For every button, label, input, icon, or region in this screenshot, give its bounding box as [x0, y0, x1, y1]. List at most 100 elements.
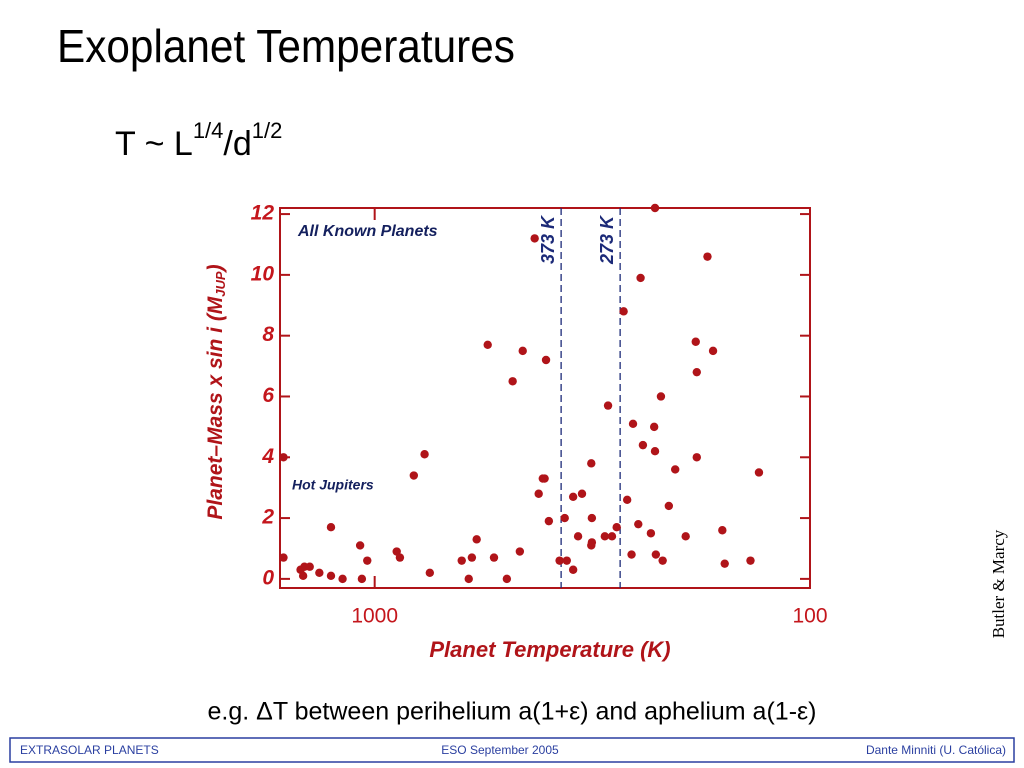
data-point — [587, 459, 596, 468]
footer-left: EXTRASOLAR PLANETS — [20, 743, 159, 757]
data-point — [703, 252, 712, 261]
formula-base: T ~ L — [115, 125, 193, 163]
data-point — [464, 574, 473, 584]
data-point — [395, 553, 405, 562]
data-point — [363, 556, 372, 565]
annotation: Hot Jupiters — [292, 477, 374, 493]
y-tick-label: 12 — [251, 202, 275, 225]
y-axis-label: Planet–Mass x sin i (MJUP) — [204, 264, 229, 519]
data-point — [409, 471, 419, 480]
y-tick-label: 6 — [262, 384, 274, 407]
data-point — [692, 453, 701, 462]
data-point — [720, 559, 729, 568]
data-point — [326, 571, 336, 581]
reference-line-label: 273 K — [597, 214, 617, 265]
data-point — [718, 526, 727, 535]
data-point — [708, 346, 718, 356]
data-point — [483, 340, 492, 349]
data-point — [541, 355, 551, 365]
data-point — [607, 532, 617, 541]
y-tick-label: 8 — [262, 323, 274, 346]
data-point — [279, 453, 288, 462]
formula: T ~ L1/4/d1/2 — [115, 118, 282, 163]
data-point — [315, 568, 324, 577]
footer-center: ESO September 2005 — [441, 743, 559, 757]
slide-title: Exoplanet Temperatures — [57, 22, 515, 73]
chart: 0 2 4 6 8 10 12 1000 100 Planet Temperature (K) Pl… — [204, 202, 828, 662]
data-point — [568, 565, 578, 574]
data-point — [355, 541, 365, 550]
data-point — [425, 568, 435, 577]
reference-line-label: 373 K — [538, 214, 558, 264]
formula-exp: 1/4 — [193, 118, 224, 143]
data-point — [746, 556, 755, 565]
data-point — [650, 203, 660, 213]
y-axis-label-sub: JUP — [213, 271, 228, 297]
data-point — [518, 346, 527, 356]
data-point — [467, 553, 477, 562]
data-point — [634, 519, 643, 529]
data-point — [540, 474, 549, 483]
data-point — [338, 574, 347, 584]
data-point — [573, 532, 583, 541]
plot-frame — [279, 207, 811, 589]
y-tick-label: 2 — [261, 506, 274, 529]
data-point — [560, 513, 569, 523]
formula-mid: /d — [223, 125, 251, 163]
y-tick-label: 10 — [251, 262, 275, 285]
caption: e.g. ΔT between perihelium a(1+ε) and ap… — [208, 698, 817, 726]
annotation: All Known Planets — [297, 223, 438, 240]
data-point — [646, 529, 656, 538]
data-point — [612, 523, 621, 532]
data-point — [671, 465, 680, 474]
footer-right: Dante Minniti (U. Católica) — [866, 743, 1006, 757]
data-point — [534, 489, 543, 498]
data-point — [298, 571, 308, 581]
data-point — [622, 495, 632, 505]
data-point — [638, 440, 648, 450]
data-point — [619, 307, 628, 316]
data-point — [530, 234, 539, 243]
data-point — [502, 574, 512, 584]
data-point — [305, 562, 314, 571]
data-point — [508, 377, 517, 386]
y-axis-label-main: Planet–Mass x sin i (M — [204, 296, 227, 519]
x-axis-label: Planet Temperature (K) — [429, 637, 670, 662]
data-point — [279, 553, 288, 562]
data-point — [681, 532, 690, 541]
data-point — [691, 337, 700, 346]
data-point — [472, 535, 481, 544]
x-tick-label: 1000 — [351, 605, 398, 628]
data-point — [326, 523, 336, 532]
data-point — [658, 556, 667, 565]
data-point — [562, 556, 571, 565]
data-point — [636, 273, 645, 283]
data-point — [651, 550, 661, 559]
data-point — [664, 501, 674, 511]
data-point — [457, 556, 466, 565]
y-tick-label: 4 — [261, 445, 274, 468]
data-point — [587, 538, 597, 547]
y-tick-label: 0 — [262, 566, 274, 589]
data-point — [649, 422, 659, 432]
data-point — [544, 516, 554, 526]
data-point — [600, 532, 610, 541]
data-point — [650, 447, 660, 456]
data-point — [692, 367, 701, 377]
data-point — [628, 419, 638, 429]
data-point — [656, 392, 666, 401]
data-point — [754, 468, 764, 477]
data-point — [489, 553, 499, 562]
data-point — [420, 450, 429, 459]
data-point — [577, 489, 587, 498]
data-point — [357, 574, 367, 584]
credit: Butler & Marcy — [989, 529, 1008, 638]
data-point — [627, 550, 636, 559]
data-point — [515, 547, 525, 556]
data-point — [587, 513, 597, 523]
x-tick-label: 100 — [792, 605, 827, 628]
footer-box — [9, 737, 1015, 763]
data-point — [555, 556, 564, 565]
data-point — [568, 492, 578, 501]
y-axis-label-end: ) — [204, 264, 227, 273]
